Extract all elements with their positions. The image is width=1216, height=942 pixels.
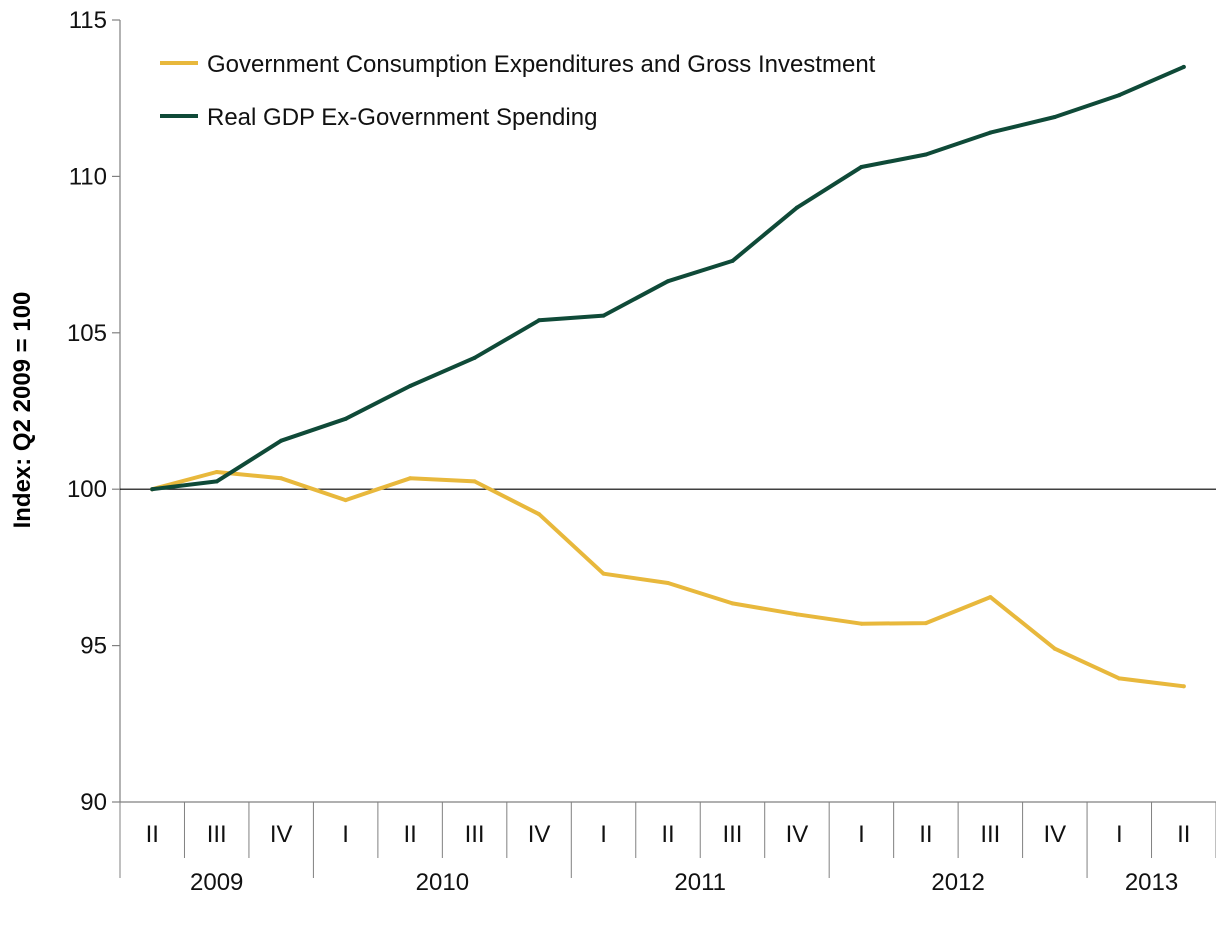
series-lines <box>150 64 1186 689</box>
data-point <box>408 383 413 388</box>
quarter-label: III <box>207 821 227 848</box>
y-tick-label: 105 <box>67 320 107 347</box>
year-label: 2013 <box>1125 869 1178 896</box>
data-point <box>923 621 928 626</box>
quarter-label: II <box>1177 821 1190 848</box>
quarter-label: I <box>600 821 607 848</box>
y-axis-ticks: 90 95 100 105 110 115 <box>67 7 120 816</box>
data-point <box>794 205 799 210</box>
quarter-label: I <box>858 821 865 848</box>
y-tick-label: 110 <box>69 163 107 190</box>
data-point <box>666 279 670 284</box>
data-point <box>214 469 219 474</box>
data-point <box>279 476 284 481</box>
data-point <box>343 416 348 421</box>
data-point <box>988 130 993 135</box>
data-point <box>343 498 348 503</box>
y-tick-label: 100 <box>67 476 107 503</box>
quarter-label: IV <box>270 821 293 848</box>
quarter-label: IV <box>528 821 551 848</box>
quarter-label: III <box>980 821 1000 848</box>
data-point <box>730 601 735 606</box>
data-point <box>1117 676 1122 681</box>
legend-label-government: Government Consumption Expenditures and … <box>207 51 876 78</box>
data-point <box>1117 93 1122 98</box>
data-point <box>472 355 477 360</box>
data-point <box>1181 64 1186 69</box>
quarter-label: III <box>722 821 742 848</box>
data-point <box>408 476 413 481</box>
y-tick-label: 115 <box>69 7 107 34</box>
y-tick-label: 95 <box>80 633 107 660</box>
data-point <box>1052 646 1057 651</box>
data-point <box>859 621 864 626</box>
axes <box>119 20 1216 803</box>
year-label: 2012 <box>931 869 984 896</box>
data-point <box>279 438 284 443</box>
data-point <box>666 581 670 586</box>
data-point <box>859 165 864 170</box>
data-point <box>537 512 542 517</box>
data-point <box>472 479 477 484</box>
data-point <box>601 571 606 576</box>
data-point <box>601 313 606 318</box>
quarter-label: II <box>661 821 674 848</box>
y-tick-label: 90 <box>80 789 107 816</box>
quarter-label: I <box>342 821 349 848</box>
data-point <box>988 595 993 600</box>
data-point <box>730 258 735 263</box>
data-point <box>794 612 799 617</box>
year-label: 2010 <box>416 869 469 896</box>
data-point <box>214 479 219 484</box>
quarter-label: II <box>146 821 159 848</box>
quarter-label: I <box>1116 821 1123 848</box>
data-point <box>923 152 928 157</box>
year-label: 2009 <box>190 869 243 896</box>
quarter-label: II <box>919 821 932 848</box>
legend-label-real-gdp: Real GDP Ex-Government Spending <box>207 104 597 131</box>
quarter-label: IV <box>1043 821 1066 848</box>
series-line-government <box>150 470 1186 689</box>
quarter-label: II <box>403 821 416 848</box>
y-axis-label: Index: Q2 2009 = 100 <box>9 292 36 529</box>
data-point <box>537 318 542 323</box>
quarter-label: III <box>465 821 485 848</box>
quarter-label: IV <box>786 821 809 848</box>
data-point <box>150 487 155 492</box>
data-point <box>1052 114 1057 119</box>
year-label: 2011 <box>674 869 726 896</box>
data-point <box>1181 684 1186 689</box>
legend: Government Consumption Expenditures and … <box>160 51 876 131</box>
